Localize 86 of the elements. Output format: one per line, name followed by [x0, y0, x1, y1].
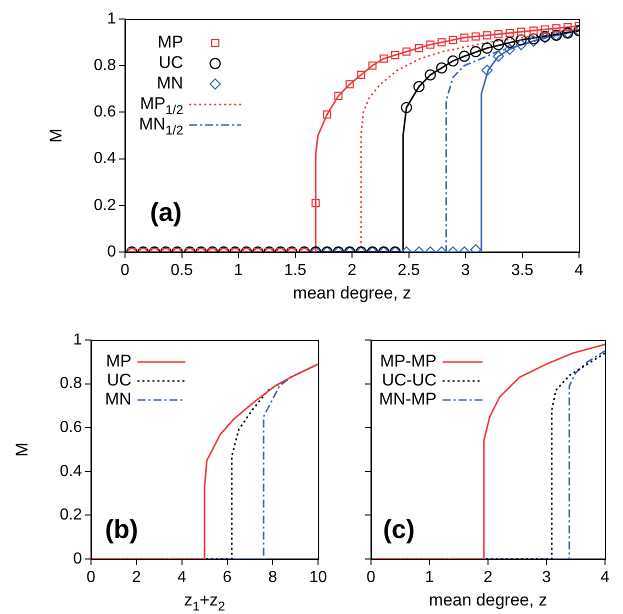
point	[426, 40, 434, 49]
y-tick-label: 0	[107, 243, 116, 260]
point	[482, 31, 492, 40]
point	[516, 34, 527, 46]
x-tick-label: 1	[425, 569, 434, 586]
x-tick-label: 4	[177, 569, 186, 586]
point	[390, 50, 400, 60]
x-axis-title: mean degree, z	[428, 590, 548, 610]
point	[402, 47, 411, 56]
legend-label: UC	[106, 370, 132, 390]
y-axis-title: M	[46, 128, 66, 143]
x-tick-label: 2	[132, 569, 141, 586]
annotation: (b)	[105, 514, 138, 544]
legend-label: MN	[156, 74, 184, 93]
point	[528, 33, 540, 44]
x-tick-label: 2	[348, 262, 357, 280]
annotation: (c)	[383, 514, 415, 544]
point	[528, 36, 540, 47]
y-tick-label: 1	[107, 10, 116, 28]
x-tick-label: 3.5	[511, 262, 534, 280]
point	[400, 102, 412, 114]
x-tick-label: 2	[484, 569, 493, 586]
x-tick-label: 4	[600, 569, 610, 586]
legend-label: UC-UC	[382, 370, 437, 390]
point	[460, 34, 468, 42]
x-tick-label: 0.5	[170, 262, 193, 280]
point	[470, 46, 482, 58]
point	[356, 70, 366, 80]
y-tick-label: 0.2	[94, 196, 116, 214]
y-tick-label: 0.6	[60, 419, 82, 436]
legend-label: MP	[106, 352, 132, 371]
x-tick-label: 6	[222, 569, 232, 586]
point	[414, 44, 424, 52]
point	[494, 30, 503, 38]
x-tick-label: 0	[366, 569, 376, 586]
point	[564, 23, 572, 32]
point	[516, 28, 526, 36]
point	[481, 64, 493, 76]
point	[447, 55, 459, 67]
point	[529, 26, 538, 35]
point	[380, 54, 388, 63]
x-tick-label: 1.5	[284, 262, 306, 280]
legend-label: MN	[105, 390, 132, 409]
point	[436, 62, 448, 74]
y-tick-label: 0.4	[94, 150, 116, 168]
point	[346, 80, 354, 88]
legend-label: UC	[158, 53, 184, 72]
point	[472, 32, 480, 41]
point	[413, 80, 425, 92]
x-axis-title: mean degree, z	[292, 284, 412, 303]
y-tick-label: 0.8	[94, 57, 116, 74]
point	[504, 44, 516, 55]
x-tick-label: 10	[309, 569, 328, 586]
point	[492, 50, 504, 62]
point	[540, 25, 550, 34]
legend-label: MN-MP	[379, 390, 437, 409]
x-tick-label: 8	[268, 569, 278, 586]
x-tick-label: 3	[461, 262, 470, 280]
y-tick-label: 0.4	[60, 462, 82, 480]
x-tick-label: 3	[542, 569, 552, 586]
point	[458, 50, 470, 62]
x-tick-label: 4	[574, 262, 584, 280]
y-axis-title: M	[12, 442, 32, 457]
legend-label: MP-MP	[380, 352, 437, 371]
x-tick-label: 0	[120, 262, 130, 280]
point	[368, 61, 377, 70]
legend-label: MP	[158, 32, 184, 52]
point	[322, 110, 332, 119]
point	[516, 39, 527, 50]
y-tick-label: 1	[73, 331, 82, 348]
x-tick-label: 2.5	[398, 262, 420, 280]
point	[438, 38, 446, 46]
point	[481, 42, 493, 54]
y-tick-label: 0.8	[60, 375, 82, 392]
point	[492, 39, 504, 50]
y-tick-label: 0.6	[94, 104, 116, 121]
point	[504, 36, 516, 48]
x-tick-label: 1	[234, 262, 244, 280]
annotation: (a)	[150, 197, 182, 228]
point	[334, 92, 343, 100]
point	[424, 69, 436, 81]
point	[448, 36, 458, 44]
y-tick-label: 0	[73, 550, 82, 568]
point	[552, 24, 560, 32]
y-tick-label: 0.2	[60, 506, 82, 524]
point	[506, 28, 514, 38]
